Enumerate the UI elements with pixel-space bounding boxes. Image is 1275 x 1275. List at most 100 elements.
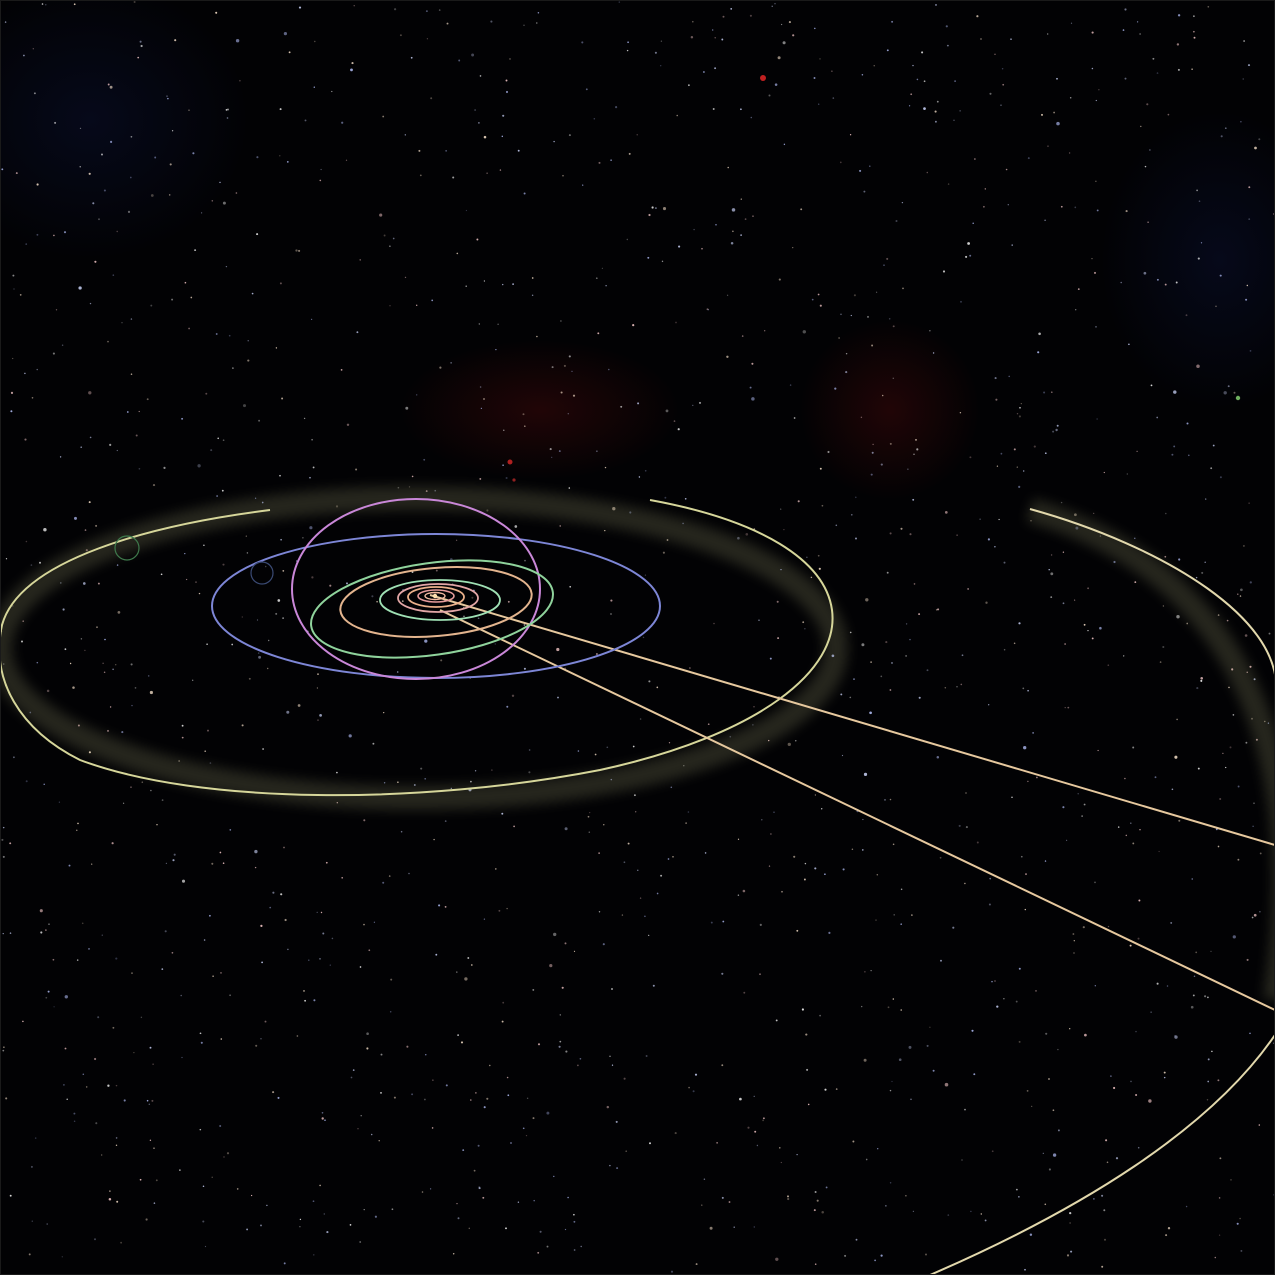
star [1097, 749, 1099, 752]
star [479, 386, 482, 388]
star [152, 484, 156, 487]
star [688, 1086, 690, 1089]
star [1236, 1222, 1239, 1225]
star [231, 643, 234, 646]
star [502, 283, 504, 286]
star [279, 474, 281, 477]
star [1240, 1249, 1243, 1252]
star [556, 647, 560, 652]
star [138, 467, 141, 470]
star [174, 39, 177, 42]
star [835, 1088, 838, 1090]
star [842, 868, 845, 871]
star [197, 464, 201, 468]
star [78, 286, 82, 290]
star [985, 601, 988, 604]
star [226, 117, 229, 119]
star [279, 282, 282, 285]
star [1193, 975, 1196, 977]
star [775, 1257, 779, 1261]
star [1233, 391, 1236, 394]
star [819, 304, 822, 307]
planet-marker-green[interactable] [114, 535, 140, 561]
star [505, 79, 508, 82]
star [424, 777, 427, 780]
star [813, 1209, 816, 1212]
star [229, 829, 232, 831]
star [939, 856, 942, 859]
star [1072, 933, 1075, 935]
star [319, 958, 321, 960]
star [840, 313, 842, 316]
star [30, 564, 33, 566]
star [1069, 1222, 1071, 1224]
star [514, 525, 518, 528]
star [279, 108, 282, 111]
sun-marker[interactable] [432, 593, 438, 599]
star [490, 20, 493, 23]
star [819, 58, 821, 60]
star [944, 511, 948, 514]
planet-marker-blue[interactable] [250, 561, 274, 585]
star [694, 1073, 698, 1076]
star [199, 1032, 202, 1035]
star [46, 1223, 48, 1225]
star [1052, 1153, 1057, 1157]
star [310, 318, 313, 321]
star [359, 259, 361, 261]
star [15, 172, 18, 175]
far-outer-orbit [1029, 508, 1275, 700]
star [84, 649, 86, 652]
blue-orbit [211, 533, 661, 679]
star [39, 909, 43, 913]
star [1052, 1109, 1055, 1112]
star [452, 176, 455, 179]
star [731, 208, 736, 212]
star [1268, 632, 1271, 635]
star [129, 176, 132, 179]
star [905, 1194, 907, 1197]
star [660, 65, 662, 67]
star [752, 215, 754, 217]
star [1242, 544, 1245, 547]
star [929, 1026, 931, 1028]
star [770, 833, 772, 835]
star [475, 1092, 477, 1094]
star [892, 377, 895, 380]
star [439, 366, 442, 369]
star [887, 1006, 890, 1009]
star [1124, 8, 1127, 11]
star [692, 404, 694, 407]
star [215, 333, 218, 335]
star [558, 1045, 561, 1048]
star [692, 1090, 695, 1093]
star [311, 438, 313, 441]
star [749, 386, 752, 389]
star [819, 467, 822, 470]
star [626, 49, 629, 52]
star [698, 401, 702, 404]
star [363, 819, 366, 822]
star [568, 487, 571, 489]
star [665, 409, 669, 413]
star [902, 287, 904, 290]
star [761, 819, 763, 821]
star [1210, 467, 1213, 470]
star [438, 904, 441, 907]
star [1190, 1005, 1194, 1009]
star [1077, 288, 1080, 290]
star [821, 504, 824, 507]
star [1056, 424, 1059, 427]
star [115, 1144, 118, 1147]
star [180, 994, 182, 997]
star [84, 529, 87, 531]
star [1196, 189, 1198, 192]
star [598, 911, 601, 913]
star [845, 352, 848, 355]
star [523, 24, 525, 26]
green-orbit [310, 559, 554, 659]
star [952, 926, 955, 929]
star [1156, 982, 1159, 985]
